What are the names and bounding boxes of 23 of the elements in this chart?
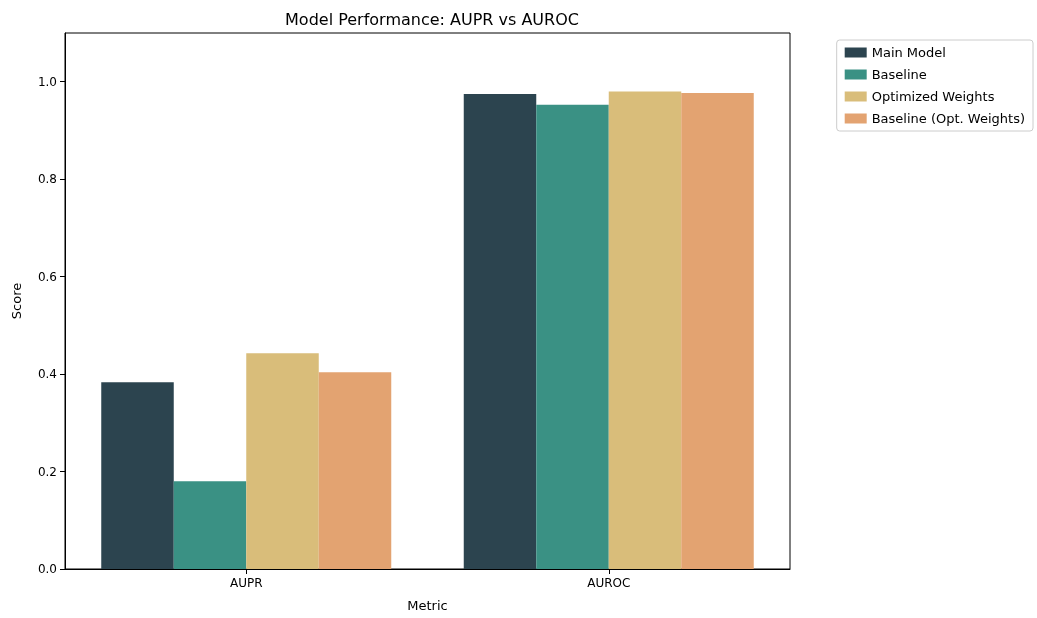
bar <box>246 353 319 569</box>
y-tick-label: 1.0 <box>37 74 57 89</box>
legend-label: Optimized Weights <box>871 89 995 104</box>
bar <box>101 382 174 569</box>
x-axis-title: Metric <box>407 598 448 613</box>
legend-label: Baseline (Opt. Weights) <box>871 111 1026 126</box>
bar <box>318 372 392 569</box>
bar <box>681 92 754 569</box>
chart-title: Model Performance: AUPR vs AUROC <box>285 9 579 29</box>
y-tick-label: 0.4 <box>37 367 57 382</box>
x-tick-label: AUPR <box>229 576 263 590</box>
legend-label: Main Model <box>871 45 946 60</box>
y-tick-label: 0.0 <box>37 562 57 576</box>
legend-label: Baseline <box>871 67 927 82</box>
bar <box>536 104 609 569</box>
y-tick-label: 0.6 <box>37 269 57 284</box>
bar <box>173 481 247 569</box>
bar <box>608 91 682 569</box>
y-tick-label: 0.8 <box>37 172 57 187</box>
y-axis-title: Score <box>9 282 24 320</box>
y-tick-label: 0.2 <box>37 464 57 479</box>
x-tick-label: AUROC <box>587 576 631 590</box>
bar <box>463 93 537 569</box>
